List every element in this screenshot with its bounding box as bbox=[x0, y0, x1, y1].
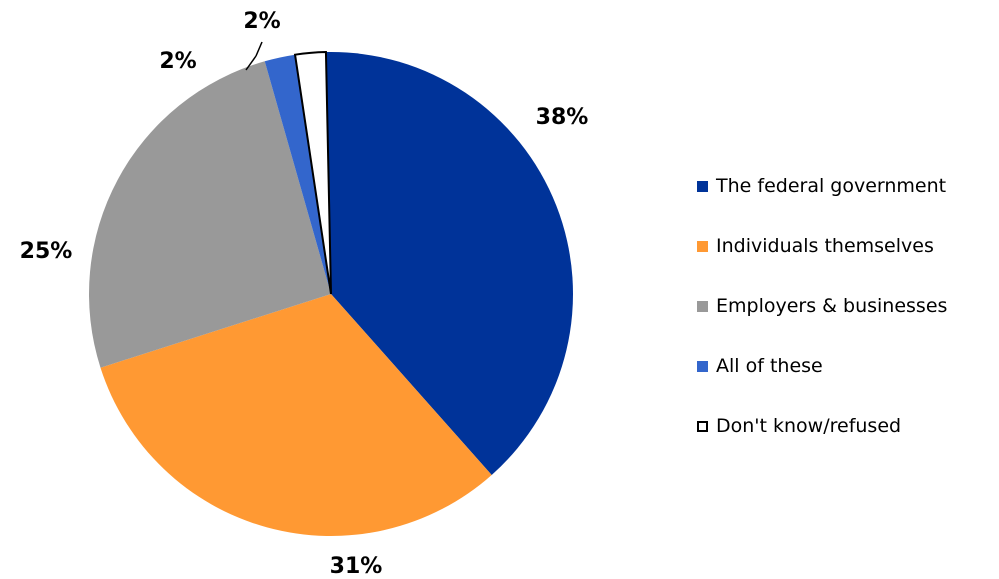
legend-label-federal-government: The federal government bbox=[716, 175, 947, 197]
legend-label-all-of-these: All of these bbox=[716, 355, 823, 377]
legend-item-all-of-these: All of these bbox=[697, 351, 947, 381]
legend-label-employers: Employers & businesses bbox=[716, 295, 948, 317]
pie-slice-dont-know bbox=[293, 51, 332, 295]
legend-label-dont-know: Don't know/refused bbox=[716, 415, 902, 437]
legend-swatch-dont-know bbox=[697, 420, 708, 432]
pie-slice-employers bbox=[88, 61, 331, 368]
legend-item-dont-know: Don't know/refused bbox=[697, 411, 947, 441]
pie-slice-all-of-these bbox=[264, 54, 331, 294]
leader-line-dont-know-2 bbox=[255, 41, 263, 57]
legend-item-employers: Employers & businesses bbox=[697, 291, 947, 321]
legend-item-federal-government: The federal government bbox=[697, 171, 947, 201]
legend: The federal government Individuals thems… bbox=[697, 171, 947, 471]
pie-slice-individuals bbox=[100, 294, 492, 536]
legend-swatch-federal-government bbox=[697, 180, 708, 192]
data-label-employers: 25% bbox=[20, 239, 73, 264]
data-label-federal-government: 38% bbox=[536, 105, 589, 130]
pie-slice-federal-government bbox=[325, 52, 573, 475]
legend-swatch-individuals bbox=[697, 240, 708, 252]
pie-slices bbox=[88, 51, 573, 536]
legend-swatch-all-of-these bbox=[697, 360, 708, 372]
data-label-all-of-these: 2% bbox=[159, 49, 196, 74]
pie-chart: 38% 31% 25% 2% 2% bbox=[20, 9, 589, 579]
legend-swatch-employers bbox=[697, 300, 708, 312]
leader-line-dont-know bbox=[245, 55, 257, 71]
data-label-individuals: 31% bbox=[330, 554, 383, 579]
data-label-dont-know: 2% bbox=[243, 9, 280, 34]
legend-item-individuals: Individuals themselves bbox=[697, 231, 947, 261]
legend-label-individuals: Individuals themselves bbox=[716, 235, 934, 257]
